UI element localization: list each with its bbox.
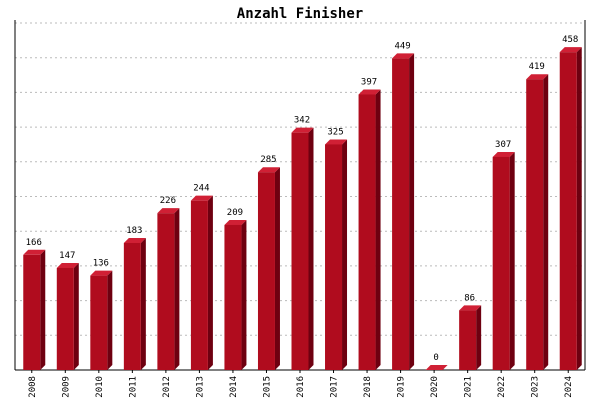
x-tick-label: 2010	[95, 376, 105, 398]
bar	[257, 172, 275, 370]
bar-side	[207, 195, 213, 370]
x-tick-label: 2011	[128, 376, 138, 398]
bar-side	[107, 270, 113, 370]
bar	[492, 156, 510, 370]
bar	[157, 213, 175, 370]
bar	[224, 224, 242, 370]
bar	[325, 144, 343, 370]
bar	[23, 254, 41, 370]
bar-side	[140, 237, 146, 370]
value-label: 86	[464, 293, 475, 303]
x-tick-label: 2018	[363, 376, 373, 398]
bar-top	[291, 127, 314, 133]
x-tick-label: 2009	[61, 376, 71, 398]
bar-side	[308, 127, 314, 370]
bar-side	[174, 208, 180, 370]
x-tick-label: 2008	[28, 376, 38, 398]
value-label: 342	[294, 116, 310, 126]
bar-top	[157, 208, 180, 214]
x-tick-label: 2015	[262, 376, 272, 398]
value-label: 147	[59, 251, 75, 261]
value-label: 285	[260, 155, 276, 165]
bar-side	[342, 139, 348, 370]
x-tick-label: 2021	[464, 376, 474, 398]
value-label: 226	[160, 196, 176, 206]
x-tick-label: 2019	[397, 376, 407, 398]
value-label: 209	[227, 208, 243, 218]
value-label: 419	[529, 62, 545, 72]
bar	[392, 58, 410, 370]
value-label: 458	[562, 35, 578, 45]
bar-side	[40, 249, 46, 370]
x-tick-label: 2020	[430, 376, 440, 398]
bar-top	[56, 262, 79, 268]
bar-top	[492, 151, 515, 157]
bar-side	[576, 47, 582, 370]
bar-side	[375, 89, 381, 371]
bar	[526, 79, 544, 371]
x-tick-label: 2022	[497, 376, 507, 398]
x-tick-label: 2017	[330, 376, 340, 398]
bar	[90, 275, 108, 370]
bar-top	[358, 89, 381, 95]
bar-top	[123, 237, 146, 243]
bar-top	[526, 74, 549, 80]
value-label: 136	[93, 259, 109, 269]
bar	[190, 200, 208, 370]
x-tick-label: 2013	[195, 376, 205, 398]
bar	[123, 242, 141, 370]
x-tick-label: 2014	[229, 376, 239, 398]
bar-top	[559, 47, 582, 53]
bar-side	[543, 74, 549, 371]
value-label: 0	[433, 353, 438, 363]
bar-side	[274, 167, 280, 370]
bar-top	[190, 195, 213, 201]
x-tick-label: 2023	[531, 376, 541, 398]
x-tick-label: 2016	[296, 376, 306, 398]
x-tick-label: 2012	[162, 376, 172, 398]
bar	[291, 132, 309, 370]
bar-side	[476, 305, 482, 370]
bar-top	[224, 219, 247, 225]
value-label: 325	[327, 127, 343, 137]
bar-top	[257, 167, 280, 173]
bar-side	[241, 219, 247, 370]
bar-top	[392, 53, 415, 59]
value-label: 449	[394, 41, 410, 51]
value-label: 166	[26, 238, 42, 248]
bar	[56, 267, 74, 370]
value-label: 183	[126, 226, 142, 236]
bar	[358, 94, 376, 371]
bar-side	[73, 262, 79, 370]
bar-top	[90, 270, 113, 276]
x-tick-label: 2024	[564, 376, 574, 398]
value-label: 307	[495, 140, 511, 150]
bar-top	[23, 249, 46, 255]
bar-top	[459, 305, 482, 311]
bar-side	[509, 151, 515, 370]
bar-top	[425, 365, 448, 370]
bar-side	[409, 53, 415, 370]
value-label: 397	[361, 77, 377, 87]
value-label: 244	[193, 184, 209, 194]
bar	[559, 52, 577, 370]
bar	[459, 310, 477, 370]
bar-top	[325, 139, 348, 145]
chart-title: Anzahl Finisher	[237, 6, 363, 22]
